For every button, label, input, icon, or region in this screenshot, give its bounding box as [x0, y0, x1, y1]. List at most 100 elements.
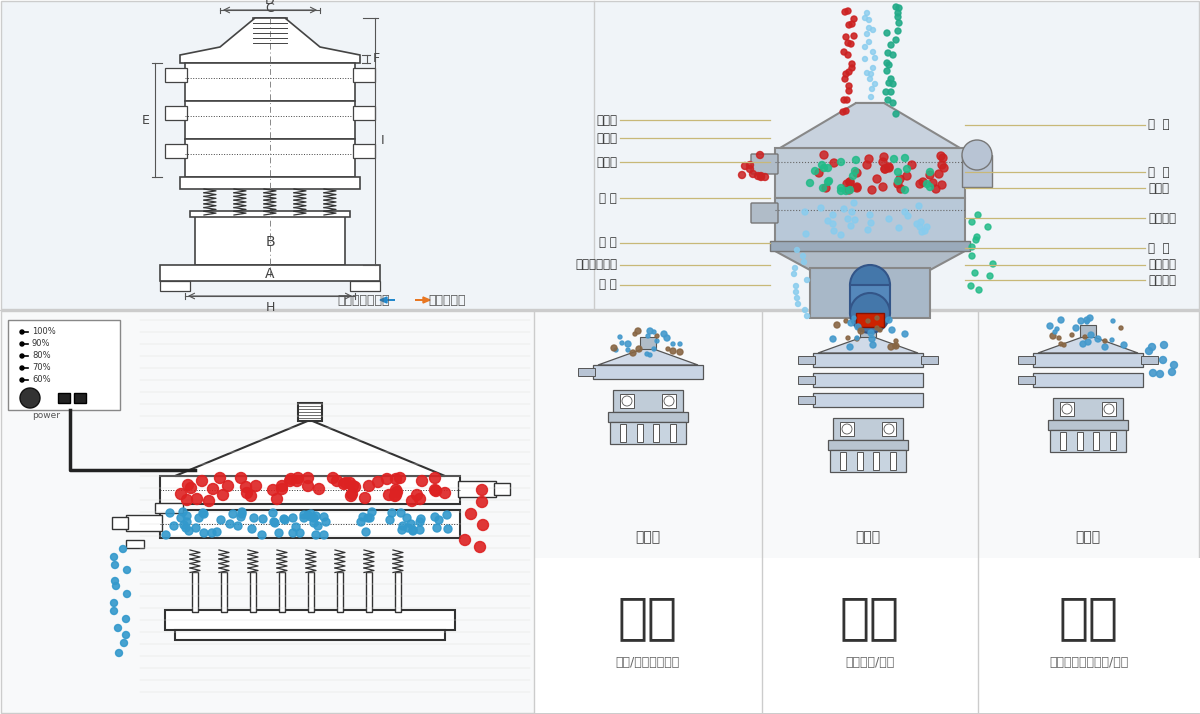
- Circle shape: [738, 171, 745, 178]
- Text: 外形尺寸示意图: 外形尺寸示意图: [337, 293, 390, 306]
- Circle shape: [896, 5, 902, 11]
- Circle shape: [648, 353, 652, 357]
- Circle shape: [875, 316, 878, 320]
- Circle shape: [850, 173, 857, 179]
- Text: 颗粒/粉末准确分级: 颗粒/粉末准确分级: [616, 656, 680, 670]
- Circle shape: [886, 62, 892, 68]
- FancyBboxPatch shape: [58, 393, 70, 403]
- Circle shape: [886, 97, 890, 103]
- Circle shape: [259, 515, 266, 523]
- Text: 出料口: 出料口: [596, 156, 617, 169]
- Text: 除杂: 除杂: [1060, 594, 1120, 642]
- Circle shape: [846, 178, 854, 186]
- FancyBboxPatch shape: [1050, 430, 1126, 452]
- Circle shape: [186, 483, 197, 493]
- Circle shape: [300, 514, 308, 522]
- Circle shape: [863, 44, 868, 49]
- Circle shape: [474, 541, 486, 553]
- Circle shape: [985, 224, 991, 230]
- FancyBboxPatch shape: [126, 515, 162, 531]
- Circle shape: [634, 332, 637, 336]
- Circle shape: [115, 650, 122, 656]
- FancyBboxPatch shape: [155, 503, 182, 513]
- Circle shape: [894, 178, 901, 184]
- Circle shape: [1160, 341, 1168, 348]
- Circle shape: [476, 496, 487, 508]
- FancyBboxPatch shape: [250, 572, 256, 612]
- Circle shape: [390, 491, 401, 501]
- Circle shape: [215, 473, 226, 483]
- Circle shape: [178, 514, 185, 522]
- Text: 下部重锤: 下部重锤: [1148, 273, 1176, 286]
- Circle shape: [1085, 320, 1090, 324]
- Text: 加重块: 加重块: [1148, 181, 1169, 194]
- Circle shape: [853, 169, 862, 177]
- Circle shape: [359, 513, 367, 521]
- Circle shape: [407, 496, 418, 506]
- Circle shape: [850, 65, 854, 71]
- Circle shape: [869, 336, 875, 342]
- Circle shape: [863, 161, 871, 169]
- Circle shape: [250, 514, 258, 522]
- Circle shape: [1146, 348, 1152, 354]
- Text: D: D: [265, 0, 275, 7]
- Circle shape: [756, 151, 763, 159]
- Circle shape: [888, 89, 894, 95]
- Circle shape: [895, 28, 901, 34]
- Circle shape: [416, 526, 424, 534]
- Circle shape: [181, 495, 192, 506]
- Circle shape: [170, 522, 178, 530]
- Circle shape: [362, 528, 370, 536]
- Circle shape: [398, 522, 407, 530]
- FancyBboxPatch shape: [353, 68, 374, 82]
- Circle shape: [902, 209, 908, 215]
- Circle shape: [1060, 342, 1063, 346]
- Circle shape: [875, 326, 878, 330]
- Circle shape: [850, 209, 854, 215]
- Circle shape: [886, 80, 892, 86]
- Circle shape: [888, 76, 894, 82]
- Circle shape: [838, 188, 845, 194]
- Circle shape: [289, 514, 298, 522]
- Text: 三层式: 三层式: [856, 530, 881, 544]
- Circle shape: [850, 21, 854, 27]
- Circle shape: [742, 163, 749, 169]
- Circle shape: [1050, 333, 1056, 339]
- Circle shape: [476, 485, 487, 496]
- Circle shape: [120, 545, 126, 553]
- Circle shape: [276, 481, 288, 491]
- FancyBboxPatch shape: [166, 106, 187, 120]
- Circle shape: [868, 76, 872, 81]
- FancyBboxPatch shape: [922, 356, 938, 364]
- Text: 筛  盘: 筛 盘: [1148, 241, 1170, 254]
- Polygon shape: [818, 335, 918, 353]
- Circle shape: [824, 164, 832, 171]
- Circle shape: [893, 4, 899, 10]
- Circle shape: [846, 22, 852, 28]
- Circle shape: [811, 168, 818, 174]
- FancyBboxPatch shape: [593, 365, 703, 379]
- Circle shape: [1070, 333, 1074, 337]
- Circle shape: [830, 221, 836, 227]
- Circle shape: [851, 200, 857, 206]
- Circle shape: [881, 165, 889, 173]
- Circle shape: [898, 185, 905, 193]
- Circle shape: [830, 159, 838, 167]
- Circle shape: [1085, 339, 1091, 345]
- Circle shape: [845, 40, 851, 46]
- Circle shape: [443, 511, 451, 519]
- FancyBboxPatch shape: [882, 422, 896, 436]
- Circle shape: [360, 493, 371, 503]
- FancyBboxPatch shape: [160, 281, 190, 291]
- Circle shape: [390, 485, 402, 496]
- FancyBboxPatch shape: [640, 337, 656, 349]
- Circle shape: [197, 476, 208, 486]
- FancyBboxPatch shape: [1060, 402, 1074, 416]
- Circle shape: [185, 527, 193, 535]
- Circle shape: [229, 510, 238, 518]
- Circle shape: [919, 229, 925, 235]
- Circle shape: [671, 342, 674, 346]
- Circle shape: [418, 515, 425, 523]
- FancyBboxPatch shape: [112, 517, 128, 529]
- Circle shape: [902, 331, 908, 337]
